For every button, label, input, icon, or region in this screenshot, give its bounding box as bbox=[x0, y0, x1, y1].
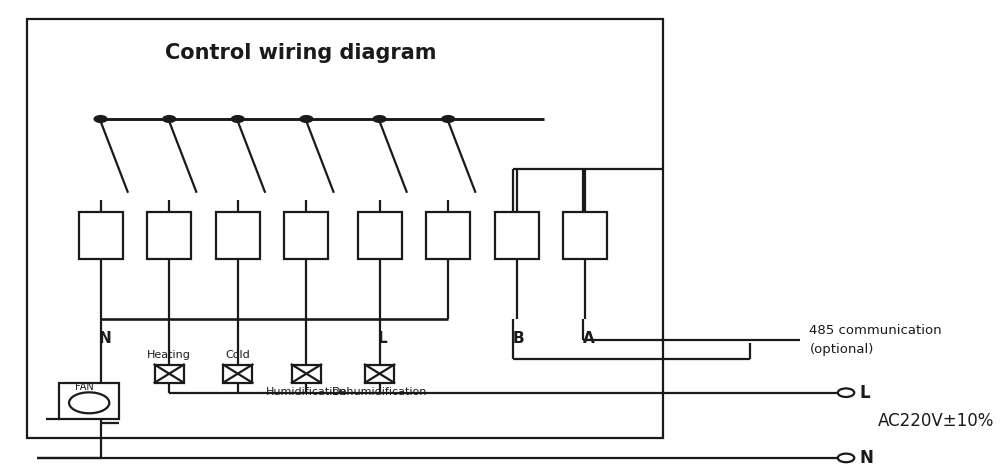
Text: N: N bbox=[860, 449, 874, 467]
Circle shape bbox=[373, 116, 386, 122]
Bar bbox=[563, 212, 607, 259]
Bar bbox=[59, 383, 119, 419]
Circle shape bbox=[838, 454, 854, 462]
Text: 485 communication: 485 communication bbox=[809, 324, 942, 337]
Bar bbox=[495, 212, 539, 259]
Circle shape bbox=[231, 116, 244, 122]
Circle shape bbox=[838, 388, 854, 397]
Text: N: N bbox=[99, 331, 112, 346]
Text: L: L bbox=[378, 331, 387, 346]
Circle shape bbox=[94, 116, 107, 122]
Bar bbox=[365, 365, 394, 383]
Text: Heating: Heating bbox=[147, 350, 191, 360]
Bar bbox=[216, 212, 260, 259]
Circle shape bbox=[163, 116, 176, 122]
Text: (optional): (optional) bbox=[809, 343, 874, 357]
Text: Cold: Cold bbox=[225, 350, 250, 360]
Text: A: A bbox=[583, 331, 594, 346]
Bar bbox=[79, 212, 123, 259]
Text: B: B bbox=[513, 331, 525, 346]
Bar bbox=[223, 365, 252, 383]
Bar bbox=[284, 212, 328, 259]
Bar bbox=[358, 212, 402, 259]
Text: Humidification: Humidification bbox=[266, 387, 347, 397]
Text: AC220V±10%: AC220V±10% bbox=[878, 412, 994, 430]
Circle shape bbox=[69, 392, 109, 413]
Bar bbox=[426, 212, 470, 259]
Circle shape bbox=[300, 116, 313, 122]
Bar bbox=[147, 212, 191, 259]
Bar bbox=[27, 19, 663, 438]
Text: Control wiring diagram: Control wiring diagram bbox=[165, 42, 437, 62]
Bar bbox=[292, 365, 321, 383]
Bar bbox=[155, 365, 184, 383]
Text: Dehumidification: Dehumidification bbox=[332, 387, 427, 397]
Text: L: L bbox=[860, 384, 870, 402]
Circle shape bbox=[442, 116, 455, 122]
Text: FAN: FAN bbox=[75, 382, 94, 393]
